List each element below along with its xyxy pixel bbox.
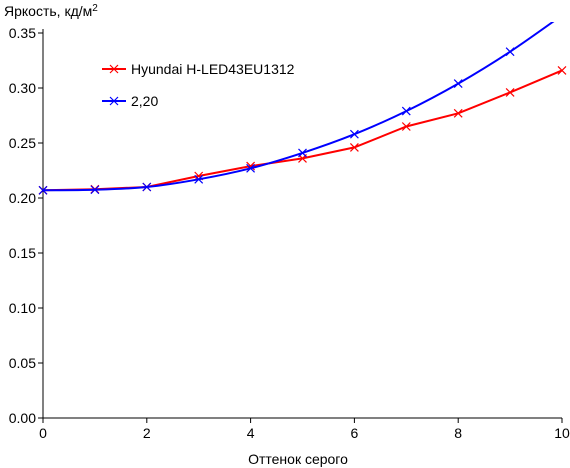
legend-marker [109, 64, 119, 74]
y-axis-ticks: 0.00 0.05 0.10 0.15 0.20 0.25 0.30 0.35 [9, 25, 43, 426]
y-tick-label: 0.15 [9, 245, 36, 261]
series-1-marker [194, 174, 204, 184]
series-1-marker [298, 148, 307, 158]
series-0-marker [557, 65, 567, 75]
legend-label: Hyundai H-LED43EU1312 [131, 61, 295, 77]
y-tick-label: 0.00 [9, 410, 36, 426]
x-tick-label: 2 [143, 425, 151, 441]
y-axis-title-superscript: 2 [92, 3, 98, 14]
legend-marker [109, 96, 119, 106]
x-tick-label: 0 [39, 425, 47, 441]
series-1-marker [90, 185, 100, 195]
series-1-marker [38, 185, 48, 195]
x-tick-label: 4 [247, 425, 255, 441]
x-axis-title: Оттенок серого [248, 451, 348, 467]
series-1-marker [142, 182, 152, 192]
y-axis-title: Яркость, кд/м2 [4, 3, 98, 19]
series-1-marker [401, 106, 411, 116]
y-axis-title-text: Яркость, кд/м [4, 3, 92, 19]
y-tick-label: 0.35 [9, 25, 36, 41]
plot-area [38, 22, 567, 195]
series-1-marker [246, 163, 256, 173]
legend: Hyundai H-LED43EU1312 2,20 [102, 61, 295, 109]
series-1-marker [349, 129, 359, 139]
series-0-marker [505, 87, 515, 97]
y-tick-label: 0.05 [9, 355, 36, 371]
series-0-marker [401, 122, 411, 131]
x-tick-label: 10 [554, 425, 570, 441]
series-line-0 [42, 69, 563, 192]
y-tick-label: 0.30 [9, 80, 36, 96]
x-axis-ticks: 0 2 4 6 8 10 [39, 418, 570, 441]
y-tick-label: 0.25 [9, 135, 36, 151]
series-0-marker [453, 108, 463, 118]
y-tick-label: 0.20 [9, 190, 36, 206]
legend-label: 2,20 [131, 93, 158, 109]
series-0-marker [349, 142, 359, 152]
axes [42, 29, 562, 419]
series-1-marker [505, 47, 515, 57]
x-tick-label: 6 [351, 425, 359, 441]
series-1-marker [453, 79, 463, 89]
y-tick-label: 0.10 [9, 300, 36, 316]
x-tick-label: 8 [454, 425, 462, 441]
